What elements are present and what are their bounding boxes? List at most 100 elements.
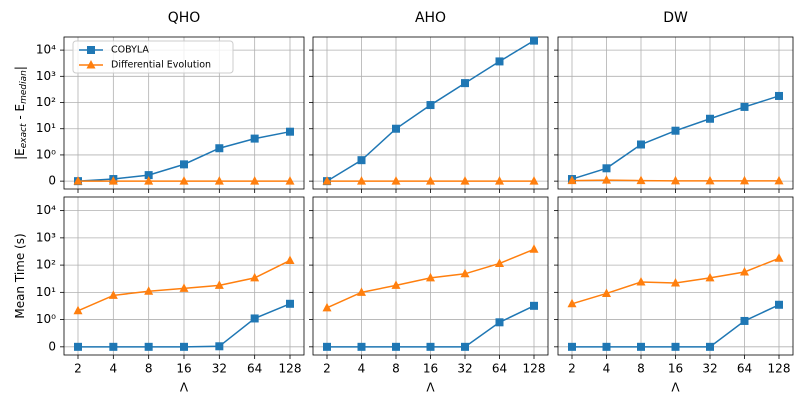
- x-tick-label: 16: [668, 362, 683, 376]
- marker: [179, 283, 189, 292]
- y-tick-label: 10⁰: [36, 147, 56, 161]
- marker: [285, 255, 295, 264]
- y-tick-label: 10¹: [36, 121, 56, 135]
- marker: [322, 176, 332, 185]
- marker: [250, 134, 259, 143]
- y-axis-label-part: - E: [13, 104, 27, 124]
- y-tick-label: 10³: [36, 69, 56, 83]
- legend-marker: [86, 60, 96, 69]
- marker: [671, 342, 680, 351]
- marker: [392, 342, 400, 351]
- marker: [461, 79, 469, 88]
- panel-title: DW: [663, 10, 688, 26]
- x-tick-label: 2: [74, 362, 82, 376]
- marker: [109, 342, 118, 351]
- marker: [357, 156, 366, 165]
- marker: [706, 114, 714, 123]
- x-tick-label: 4: [358, 362, 366, 376]
- x-axis-label: Λ: [671, 381, 680, 395]
- marker: [740, 266, 749, 276]
- marker: [426, 342, 435, 351]
- y-axis-label-part: median: [19, 70, 29, 104]
- y-tick-label: 10⁰: [36, 312, 56, 326]
- x-tick-label: 32: [212, 362, 227, 376]
- marker: [179, 176, 189, 185]
- x-tick-label: 16: [423, 362, 438, 376]
- marker: [636, 276, 646, 286]
- marker: [323, 342, 331, 351]
- marker: [495, 57, 504, 66]
- plot-frame: [312, 36, 549, 190]
- marker: [775, 300, 783, 309]
- marker: [602, 288, 611, 297]
- marker: [705, 175, 715, 185]
- marker: [567, 298, 577, 308]
- marker: [461, 342, 469, 351]
- marker: [775, 91, 783, 100]
- y-tick-label: 10⁴: [36, 203, 56, 217]
- y-tick-label: 10²: [36, 258, 56, 272]
- y-tick-label: 10³: [36, 230, 56, 244]
- marker: [250, 272, 260, 282]
- marker: [285, 176, 295, 185]
- y-tick-label: 10⁴: [36, 43, 56, 57]
- marker: [250, 176, 260, 185]
- marker: [286, 127, 294, 136]
- legend-marker: [87, 46, 95, 54]
- x-tick-label: 64: [737, 362, 752, 376]
- y-tick-label: 0: [48, 174, 56, 188]
- plot-frame: [63, 196, 305, 356]
- marker: [108, 290, 118, 299]
- marker: [357, 176, 366, 185]
- plot-frame: [312, 196, 549, 356]
- y-axis-label: Mean Time (s): [13, 233, 27, 318]
- marker: [426, 272, 435, 282]
- x-tick-label: 8: [637, 362, 645, 376]
- x-tick-label: 8: [145, 362, 153, 376]
- panel-title: QHO: [168, 10, 201, 26]
- marker: [214, 176, 224, 185]
- y-tick-label: 10²: [36, 95, 56, 109]
- marker: [602, 164, 611, 173]
- marker: [567, 175, 577, 185]
- marker: [180, 342, 188, 351]
- x-tick-label: 128: [523, 362, 546, 376]
- marker: [322, 302, 332, 312]
- marker: [671, 278, 680, 287]
- plot-frame: [557, 196, 794, 356]
- marker: [530, 301, 538, 310]
- y-axis-label-part: Mean Time (s): [13, 233, 27, 318]
- x-axis-label: Λ: [180, 381, 189, 395]
- marker: [144, 286, 154, 295]
- x-tick-label: 128: [279, 362, 302, 376]
- marker: [357, 287, 366, 296]
- marker: [774, 253, 784, 262]
- marker: [740, 175, 749, 185]
- x-tick-label: 128: [768, 362, 791, 376]
- marker: [530, 36, 538, 45]
- x-axis-label: Λ: [426, 381, 435, 395]
- marker: [529, 176, 539, 185]
- marker: [740, 316, 749, 325]
- x-tick-label: 2: [568, 362, 576, 376]
- marker: [426, 101, 435, 110]
- y-tick-label: 0: [48, 339, 56, 353]
- plot-frame: [63, 36, 305, 190]
- legend-box: [72, 40, 234, 74]
- marker: [215, 342, 224, 351]
- marker: [636, 175, 646, 185]
- x-tick-label: 64: [247, 362, 262, 376]
- marker: [357, 342, 366, 351]
- marker: [706, 342, 714, 351]
- y-axis-label-part: exact: [19, 123, 29, 148]
- x-tick-label: 32: [457, 362, 472, 376]
- marker: [671, 126, 680, 135]
- marker: [568, 342, 576, 351]
- legend-label: COBYLA: [111, 45, 149, 56]
- marker: [495, 258, 504, 267]
- x-tick-label: 2: [323, 362, 331, 376]
- marker: [73, 305, 83, 315]
- marker: [144, 342, 153, 351]
- marker: [495, 176, 504, 185]
